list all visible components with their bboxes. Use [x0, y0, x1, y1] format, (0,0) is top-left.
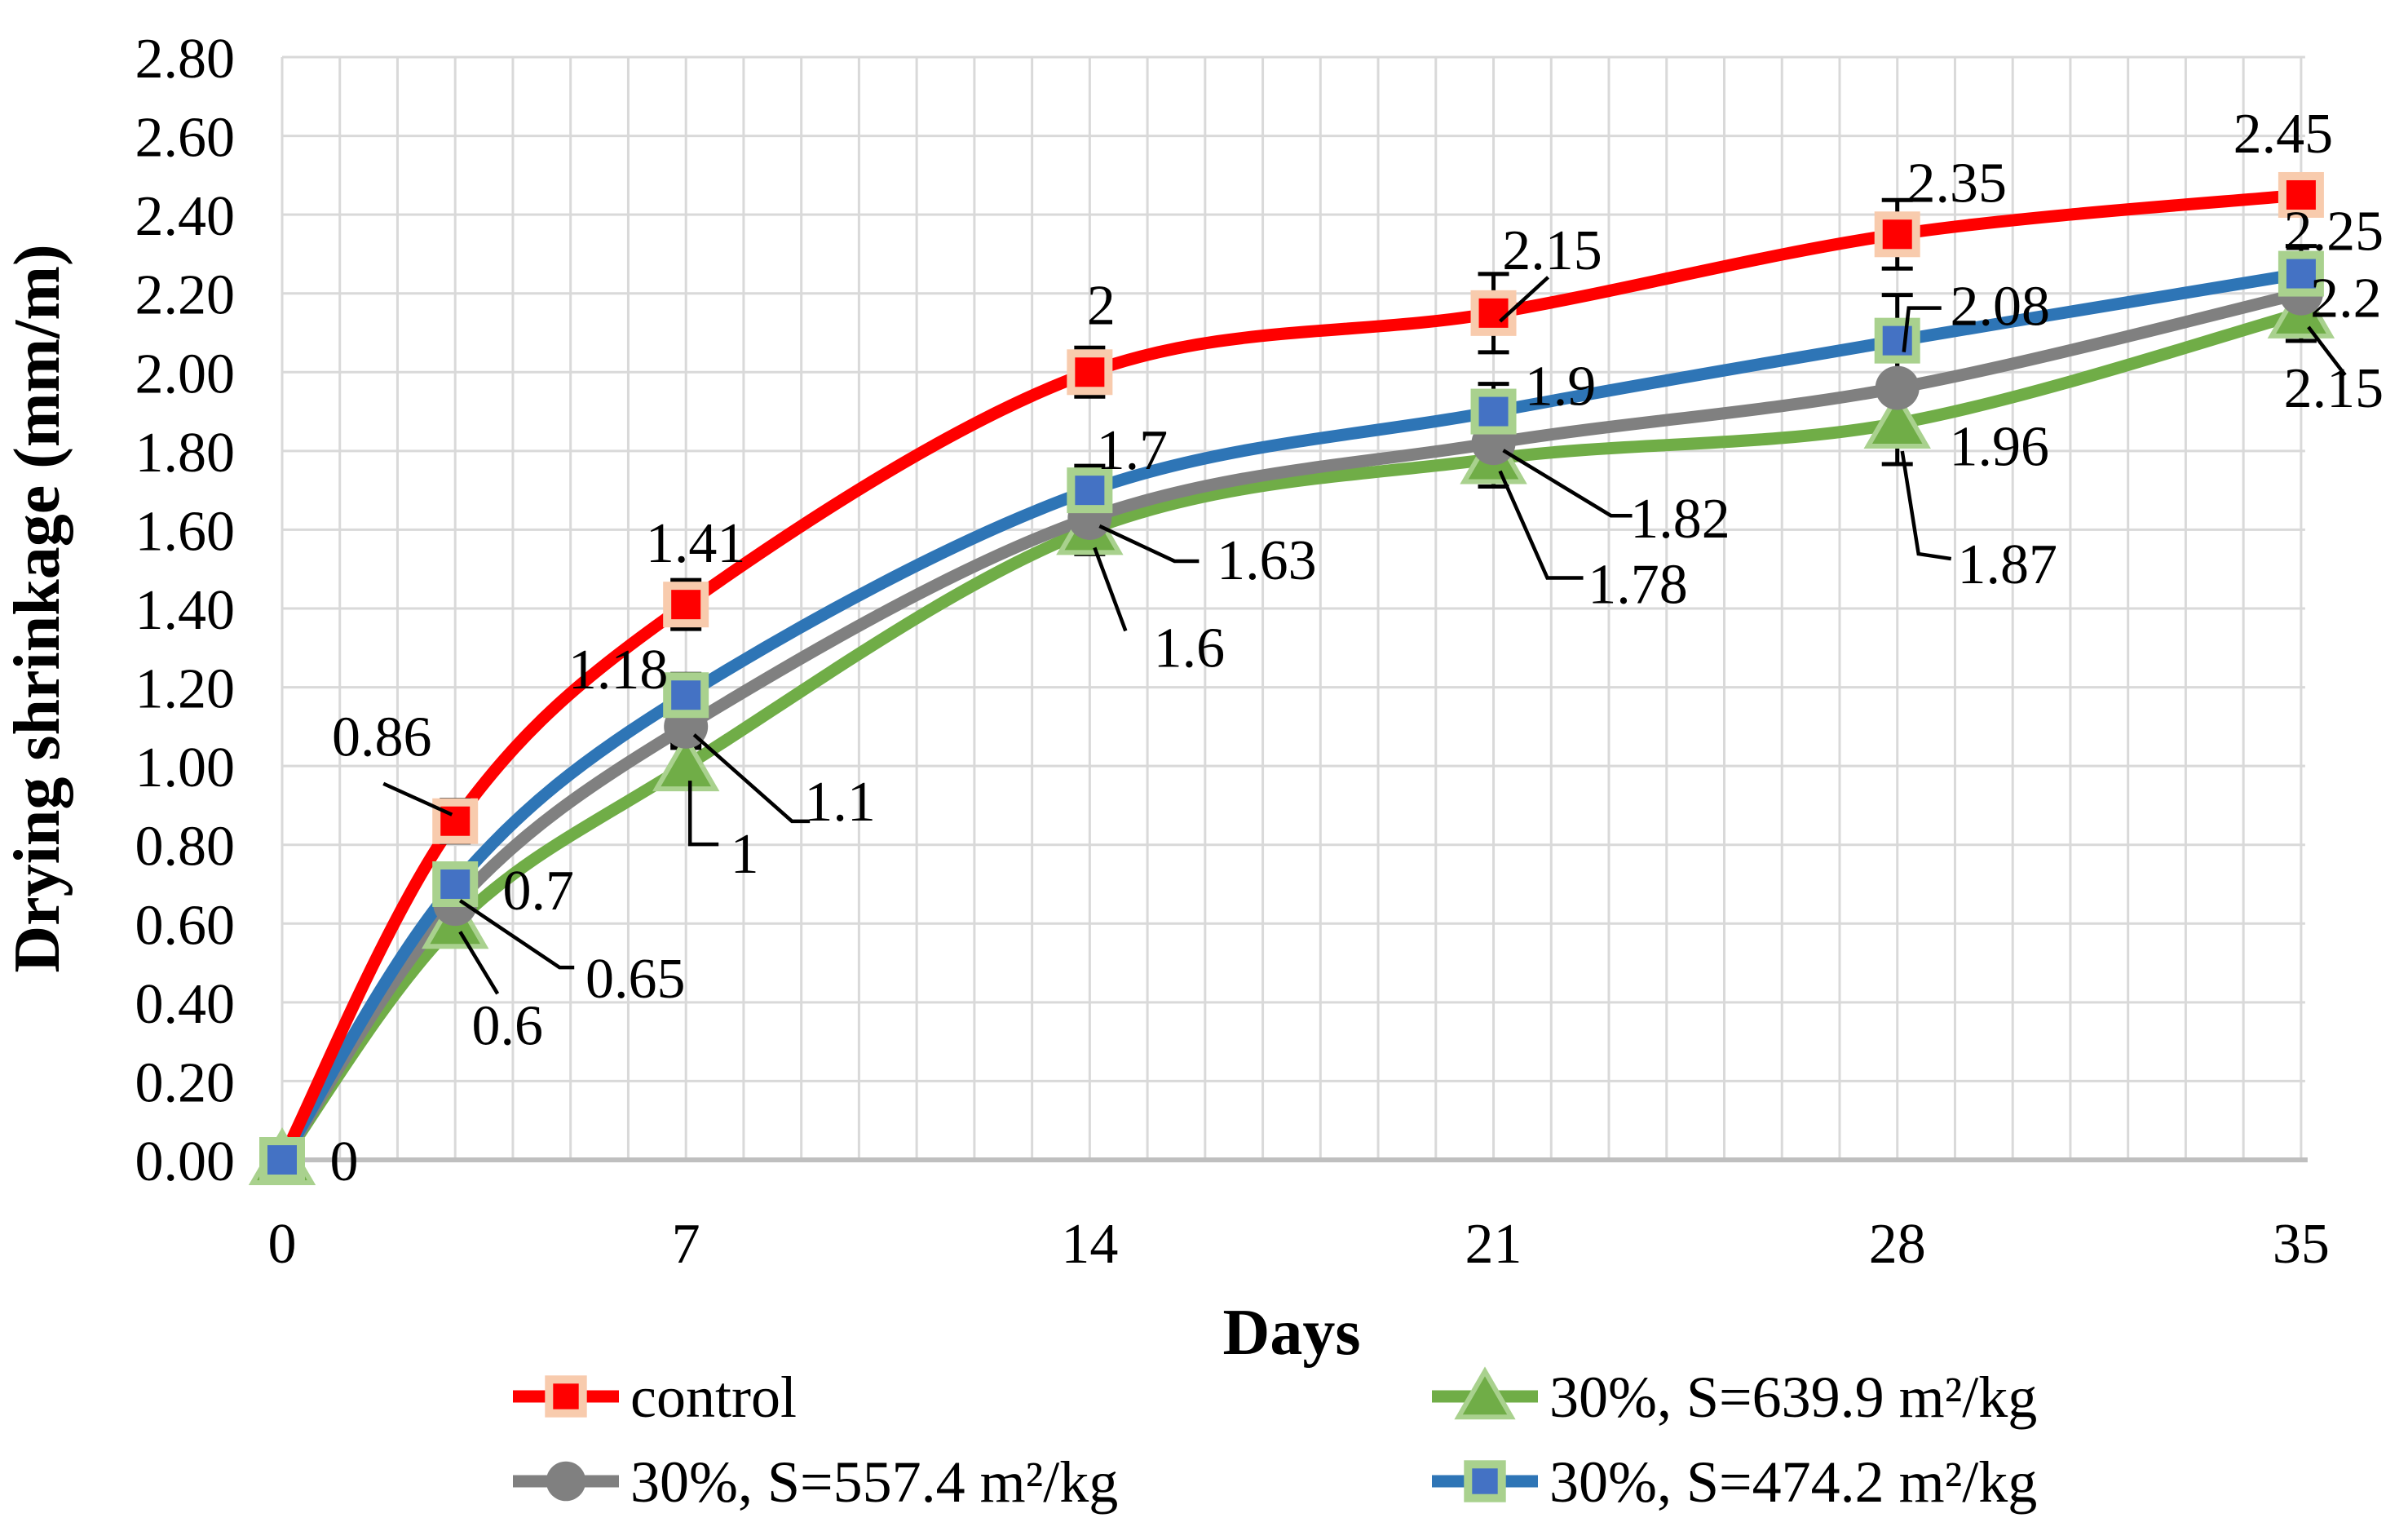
- x-axis-tick-labels: 0 7 14 21 28 35: [268, 1213, 2330, 1276]
- marker-square-s474: [1464, 1460, 1506, 1502]
- data-label-s474: 0.7: [502, 860, 574, 923]
- data-label-s639: 1.87: [1957, 533, 2057, 596]
- data-label-s557: 2.2: [2310, 268, 2382, 330]
- y-tick-label: 1.00: [135, 737, 236, 799]
- leader-line: [1498, 470, 1584, 580]
- marker-square-control: [663, 582, 709, 628]
- marker-circle-s557: [1875, 365, 1920, 410]
- marker-triangle-s639: [1454, 1366, 1516, 1420]
- data-label-control: 2.15: [1502, 219, 1602, 282]
- y-tick-label: 2.00: [135, 343, 236, 405]
- legend-label-s639: 30%, S=639.9 m²/kg: [1549, 1365, 2037, 1430]
- marker-square-s474: [432, 861, 479, 907]
- marker-square-s474: [1067, 467, 1113, 514]
- marker-square-s474: [259, 1137, 305, 1183]
- y-tick-label: 0.20: [135, 1051, 236, 1114]
- data-label-control: 2: [1087, 274, 1116, 337]
- y-tick-label: 0.00: [135, 1131, 236, 1193]
- marker-circle-s557: [546, 1461, 586, 1502]
- leader-line: [2307, 325, 2347, 377]
- marker-square-control: [2278, 171, 2324, 218]
- legend-label-s557: 30%, S=557.4 m²/kg: [630, 1449, 1118, 1515]
- data-label-control: 0.86: [332, 706, 432, 769]
- x-tick-label: 0: [268, 1213, 297, 1276]
- marker-triangle-s639: [1863, 391, 1931, 449]
- data-labels: 0 0.86 1.41 2 2.15 2.35 2.45 0.6 1 1.6 1.78 1.87 2.1…: [330, 103, 2384, 1193]
- marker-square-s474: [1874, 317, 1920, 364]
- y-axis-title: Drying shrinkage (mm/m): [2, 244, 73, 972]
- y-tick-label: 2.60: [135, 107, 236, 170]
- x-tick-label: 14: [1061, 1213, 1118, 1276]
- data-label-s639: 2.15: [2284, 357, 2384, 420]
- x-tick-label: 21: [1465, 1213, 1522, 1276]
- y-axis-tick-labels: 0.00 0.20 0.40 0.60 0.80 1.00 1.20 1.40 1.60 1.80…: [135, 28, 236, 1193]
- data-label-control: 1.41: [646, 512, 746, 575]
- marker-square-control: [545, 1375, 587, 1418]
- leader-line: [1098, 524, 1200, 564]
- legend-item-s557: 30%, S=557.4 m²/kg: [513, 1449, 1118, 1515]
- series-markers: [248, 171, 2335, 1185]
- leader-line: [458, 899, 575, 970]
- data-label-s474: 1.7: [1097, 419, 1169, 482]
- leader-line: [1902, 306, 1942, 352]
- y-tick-label: 1.80: [135, 422, 236, 485]
- legend-item-control: control: [513, 1365, 797, 1430]
- data-label-s557: 1.1: [804, 771, 876, 834]
- y-tick-label: 0.80: [135, 816, 236, 878]
- data-label-s474: 2.25: [2284, 201, 2384, 263]
- data-label-s557: 1.96: [1949, 416, 2049, 479]
- marker-square-control: [1067, 349, 1113, 396]
- label-leader-lines: [382, 276, 2347, 995]
- x-tick-label: 35: [2273, 1213, 2330, 1276]
- data-label-s639: 0.6: [471, 994, 543, 1057]
- legend-label-control: control: [630, 1365, 797, 1430]
- legend-label-s474: 30%, S=474.2 m²/kg: [1549, 1449, 2037, 1515]
- plot-area: 0.000.200.400.600.801.001.201.401.601.80…: [135, 28, 2384, 1276]
- leader-line: [692, 733, 811, 824]
- marker-square-control: [432, 798, 479, 844]
- leader-line: [687, 781, 719, 847]
- leader-line: [458, 931, 500, 995]
- y-tick-label: 2.20: [135, 264, 236, 327]
- data-label-control: 0: [330, 1131, 359, 1193]
- leader-line: [1502, 449, 1633, 518]
- legend-item-s639: 30%, S=639.9 m²/kg: [1432, 1365, 2037, 1430]
- y-tick-label: 2.40: [135, 185, 236, 248]
- data-label-s639: 1: [731, 823, 759, 886]
- data-label-s557: 1.82: [1630, 488, 1730, 551]
- marker-square-s474: [663, 672, 709, 719]
- data-label-s639: 1.6: [1154, 617, 1226, 679]
- data-label-s474: 1.18: [568, 639, 669, 701]
- x-tick-label: 28: [1869, 1213, 1926, 1276]
- data-label-s474: 2.08: [1950, 276, 2050, 339]
- data-label-s474: 1.9: [1525, 356, 1597, 418]
- leader-line: [1093, 546, 1128, 632]
- marker-square-s474: [1470, 388, 1517, 435]
- leader-line: [1499, 276, 1550, 323]
- marker-square-control: [1470, 290, 1517, 336]
- legend-item-s474: 30%, S=474.2 m²/kg: [1432, 1449, 2037, 1515]
- marker-triangle-s639: [652, 733, 720, 792]
- marker-square-control: [1874, 211, 1920, 258]
- data-label-control: 2.45: [2233, 103, 2334, 166]
- leader-line: [1900, 450, 1952, 561]
- y-tick-label: 0.40: [135, 973, 236, 1036]
- y-tick-label: 1.40: [135, 579, 236, 642]
- data-label-s557: 1.63: [1217, 529, 1317, 592]
- leader-line: [382, 781, 453, 816]
- x-axis-title: Days: [1223, 1297, 1361, 1369]
- data-label-control: 2.35: [1907, 152, 2007, 215]
- marker-square-s474: [2278, 250, 2324, 297]
- y-tick-label: 2.80: [135, 28, 236, 91]
- legend: control 30%, S=639.9 m²/kg 30%, S=557.4 m²…: [513, 1365, 2037, 1515]
- gridlines: [281, 55, 2305, 1160]
- x-tick-label: 7: [672, 1213, 700, 1276]
- data-label-s639: 1.78: [1588, 554, 1688, 617]
- y-tick-label: 1.60: [135, 500, 236, 563]
- y-tick-label: 1.20: [135, 658, 236, 721]
- data-label-s557: 0.65: [585, 948, 686, 1011]
- y-tick-label: 0.60: [135, 894, 236, 957]
